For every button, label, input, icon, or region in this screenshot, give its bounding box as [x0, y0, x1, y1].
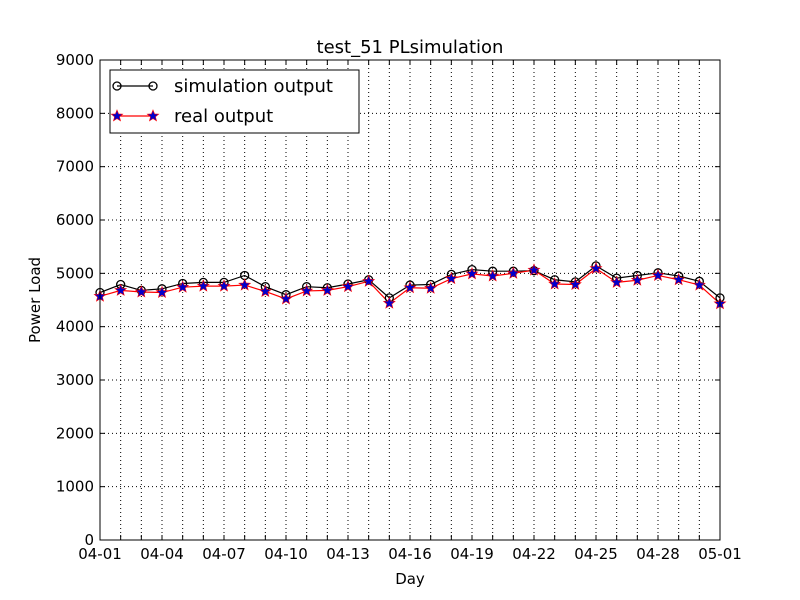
data-point [506, 266, 520, 279]
legend: simulation output real output [109, 69, 360, 134]
x-tick-label: 04-01 [78, 545, 122, 563]
data-point [610, 275, 624, 288]
data-point [217, 279, 231, 292]
y-tick-label: 9000 [56, 51, 94, 69]
data-point [320, 283, 334, 296]
data-point [444, 271, 458, 285]
legend-marker [148, 81, 158, 91]
y-tick-label: 6000 [56, 211, 94, 229]
x-tick-label: 04-22 [512, 545, 556, 563]
y-axis-label: Power Load [26, 257, 44, 343]
data-point [692, 278, 706, 291]
data-point [486, 269, 500, 282]
y-tick-label: 2000 [56, 424, 94, 442]
x-tick-label: 04-16 [388, 545, 432, 563]
x-tick-label: 04-19 [450, 545, 494, 563]
x-tick-label: 04-07 [202, 545, 246, 563]
data-point [176, 280, 190, 293]
y-axis: 0 1000 2000 3000 4000 5000 6000 7000 8000 9000 [56, 51, 720, 549]
data-point [362, 274, 376, 287]
x-tick-label: 05-01 [698, 545, 742, 563]
y-tick-label: 0 [84, 531, 94, 549]
legend-marker [110, 109, 124, 122]
legend-box [109, 69, 360, 134]
data-point [238, 278, 252, 291]
data-point [403, 280, 417, 294]
data-point [382, 296, 396, 309]
data-point [341, 279, 355, 293]
data-point [155, 285, 169, 299]
x-tick-label: 04-28 [636, 545, 680, 563]
data-point [300, 284, 314, 297]
y-tick-label: 3000 [56, 371, 94, 389]
data-point [548, 277, 562, 290]
legend-marker [146, 109, 160, 122]
data-point [279, 292, 293, 305]
x-axis: 04-01 04-04 04-07 04-10 04-13 04-16 04-19 04-22… [78, 60, 742, 563]
data-point [672, 272, 686, 286]
data-point [134, 285, 148, 298]
data-point [465, 267, 479, 280]
grid [100, 60, 720, 540]
legend-marker [112, 81, 122, 91]
x-tick-label: 04-04 [140, 545, 184, 563]
legend-label: simulation output [174, 76, 333, 97]
y-tick-label: 4000 [56, 318, 94, 336]
data-point [527, 263, 541, 276]
data-point [424, 281, 438, 294]
y-tick-label: 5000 [56, 264, 94, 282]
data-point [630, 273, 644, 286]
chart-title: test_51 PLsimulation [317, 37, 504, 58]
x-tick-label: 04-10 [264, 545, 308, 563]
y-tick-label: 1000 [56, 478, 94, 496]
x-tick-label: 04-25 [574, 545, 618, 563]
data-point [258, 284, 272, 297]
data-point [651, 268, 665, 281]
x-axis-label: Day [395, 570, 425, 588]
legend-label: real output [174, 106, 273, 127]
data-point [114, 283, 128, 296]
data-point [568, 277, 582, 291]
x-tick-label: 04-13 [326, 545, 370, 563]
data-point [196, 279, 210, 292]
y-tick-label: 7000 [56, 158, 94, 176]
y-tick-label: 8000 [56, 104, 94, 122]
data-point [589, 261, 603, 275]
